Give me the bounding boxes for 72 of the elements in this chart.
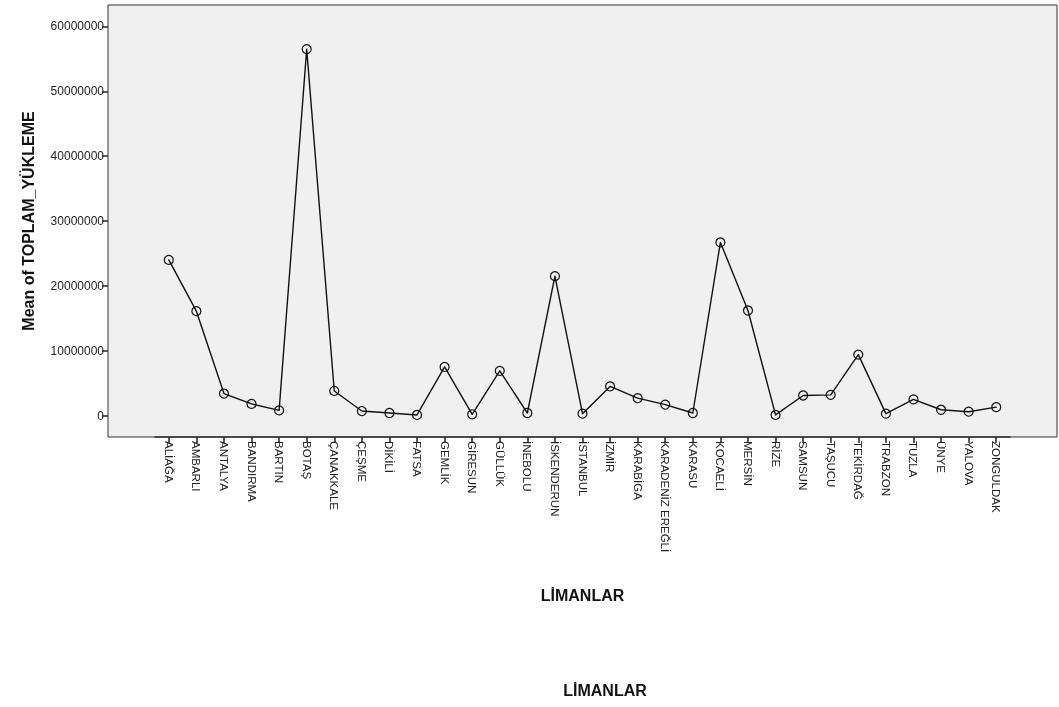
point [660, 399, 671, 410]
y-tick-label: 10000000 [50, 343, 105, 358]
point [549, 271, 561, 282]
point [853, 349, 864, 360]
point [880, 408, 891, 419]
point [494, 365, 505, 376]
x-tick-label: KOCAELİ [714, 441, 727, 491]
x-tick-label: FATSA [411, 441, 424, 477]
text: LİMANLAR [563, 681, 648, 699]
point [632, 392, 643, 404]
x-tick-label: ALİAĞA [162, 441, 175, 483]
x-tick-label: ÇANAKKALE [328, 441, 341, 511]
point [439, 361, 450, 373]
point [742, 305, 754, 316]
x-tick-label: TUZLA [907, 441, 920, 478]
x-tick-label: KARADENİZ EREĞLİ [659, 441, 672, 553]
point [963, 406, 974, 417]
y-tick-label: 30000000 [50, 214, 105, 228]
point [329, 385, 340, 397]
y-tick-label: 60000000 [50, 19, 105, 34]
y-tick-label: 50000000 [50, 84, 105, 99]
point [935, 404, 947, 415]
x-tick-label: İNEBOLU [521, 441, 534, 492]
point [411, 409, 423, 421]
point [301, 44, 312, 55]
point [604, 381, 616, 392]
point [384, 407, 395, 419]
x-tick-label: DİKİLİ [383, 441, 396, 473]
point [191, 306, 202, 317]
point [715, 237, 726, 248]
y-axis-title: Mean of TOPLAM_YÜKLEME [18, 111, 37, 331]
x-tick-label: AMBARLI [190, 441, 203, 492]
x-tick-label: GEMLİK [438, 441, 451, 485]
x-tick-label: İZMİR [604, 441, 617, 473]
y-tick-label: 0 [97, 408, 105, 423]
x-tick-label: TAŞUCU [824, 441, 837, 488]
x-tick-label: KARABİGA [631, 441, 644, 501]
point [356, 405, 367, 417]
point [991, 402, 1002, 413]
point [218, 388, 230, 399]
x-tick-label: MERSİN [741, 441, 754, 486]
x-tick-label: ÇEŞME [355, 441, 368, 483]
x-tick-label: YALOVA [962, 441, 975, 486]
x-tick-label: İSTANBUL [576, 441, 589, 497]
point [577, 408, 588, 419]
point [825, 389, 836, 400]
x-tick-label: BOTAŞ [300, 441, 313, 480]
x-tick-label: GİRESUN [466, 441, 479, 494]
y-tick-label: 40000000 [50, 149, 105, 164]
x-tick-label: ANTALYA [217, 441, 230, 492]
point [770, 409, 781, 421]
x-tick-label: İSKENDERUN [548, 441, 561, 517]
point [467, 409, 478, 420]
x-tick-label: TEKİRDAĞ [852, 441, 865, 500]
x-tick-label: RİZE [769, 441, 782, 468]
x-axis-title: LİMANLAR [540, 586, 625, 604]
point [798, 390, 809, 401]
point [274, 405, 285, 416]
x-tick-label: ÜNYE [935, 441, 948, 474]
x-tick-label: BARTIN [273, 441, 286, 483]
x-tick-label: KARASU [686, 441, 699, 489]
x-tick-label: SAMSUN [797, 441, 810, 491]
point [246, 398, 257, 410]
point [687, 407, 698, 419]
x-tick-label: TRABZON [879, 441, 892, 496]
point [522, 407, 533, 419]
x-tick-label: BANDIRMA [245, 441, 258, 503]
point [908, 394, 919, 405]
y-tick-label: 20000000 [50, 278, 105, 293]
point [163, 254, 174, 266]
x-tick-label: GÜLLÜK [493, 441, 506, 488]
x-tick-label: ZONGULDAK [990, 441, 1003, 513]
